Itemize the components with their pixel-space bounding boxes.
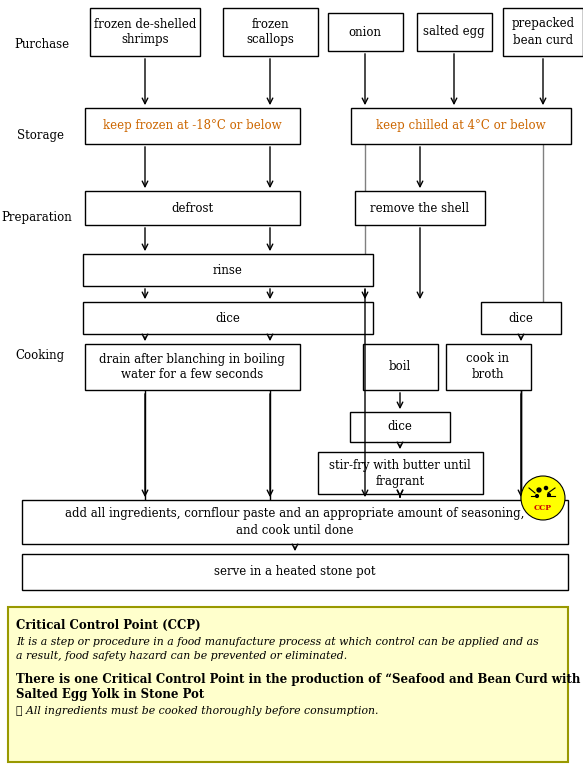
Point — [535, 484, 544, 496]
Text: salted egg: salted egg — [423, 26, 485, 39]
Text: Storage: Storage — [16, 128, 64, 141]
Bar — [350, 412, 450, 442]
Text: frozen
scallops: frozen scallops — [246, 18, 294, 46]
Text: drain after blanching in boiling
water for a few seconds: drain after blanching in boiling water f… — [99, 352, 285, 382]
Bar — [8, 607, 568, 762]
Bar — [85, 108, 300, 144]
Text: dice: dice — [388, 421, 412, 434]
Text: dice: dice — [508, 312, 533, 325]
Bar — [445, 344, 531, 390]
Text: defrost: defrost — [171, 202, 213, 214]
Bar — [85, 191, 300, 225]
Bar — [355, 191, 485, 225]
Text: rinse: rinse — [213, 264, 243, 277]
Bar — [328, 13, 402, 51]
Text: serve in a heated stone pot: serve in a heated stone pot — [214, 566, 376, 578]
Text: ★ All ingredients must be cooked thoroughly before consumption.: ★ All ingredients must be cooked thoroug… — [16, 706, 378, 716]
Bar — [22, 500, 568, 544]
Text: stir-fry with butter until
fragrant: stir-fry with butter until fragrant — [329, 458, 471, 488]
Text: keep chilled at 4°C or below: keep chilled at 4°C or below — [376, 120, 546, 132]
Bar — [416, 13, 491, 51]
Circle shape — [521, 476, 565, 520]
Bar — [351, 108, 571, 144]
Text: Purchase: Purchase — [15, 39, 69, 52]
Text: Cooking: Cooking — [15, 349, 65, 362]
Bar — [83, 254, 373, 286]
Bar — [85, 344, 300, 390]
Bar — [363, 344, 437, 390]
Text: prepacked
bean curd: prepacked bean curd — [511, 18, 575, 46]
Text: a result, food safety hazard can be prevented or eliminated.: a result, food safety hazard can be prev… — [16, 651, 347, 661]
Bar — [22, 554, 568, 590]
Text: boil: boil — [389, 360, 411, 373]
Text: remove the shell: remove the shell — [370, 202, 469, 214]
Point — [545, 489, 554, 501]
Bar — [503, 8, 583, 56]
Text: There is one Critical Control Point in the production of “Seafood and Bean Curd : There is one Critical Control Point in t… — [16, 673, 580, 686]
Text: Preparation: Preparation — [2, 212, 72, 224]
Point — [542, 482, 551, 494]
Bar — [83, 302, 373, 334]
Text: It is a step or procedure in a food manufacture process at which control can be : It is a step or procedure in a food manu… — [16, 637, 539, 647]
Point — [532, 490, 542, 502]
Text: frozen de-shelled
shrimps: frozen de-shelled shrimps — [94, 18, 196, 46]
Text: dice: dice — [216, 312, 240, 325]
Text: onion: onion — [349, 26, 381, 39]
Text: cook in
broth: cook in broth — [466, 352, 510, 382]
Text: keep frozen at -18°C or below: keep frozen at -18°C or below — [103, 120, 282, 132]
Bar — [223, 8, 318, 56]
Text: CCP: CCP — [534, 504, 552, 512]
Bar — [90, 8, 200, 56]
Bar — [318, 452, 483, 494]
Text: add all ingredients, cornflour paste and an appropriate amount of seasoning,
and: add all ingredients, cornflour paste and… — [65, 508, 525, 536]
Bar — [481, 302, 561, 334]
Text: Critical Control Point (CCP): Critical Control Point (CCP) — [16, 619, 201, 632]
Text: Salted Egg Yolk in Stone Pot: Salted Egg Yolk in Stone Pot — [16, 688, 204, 701]
